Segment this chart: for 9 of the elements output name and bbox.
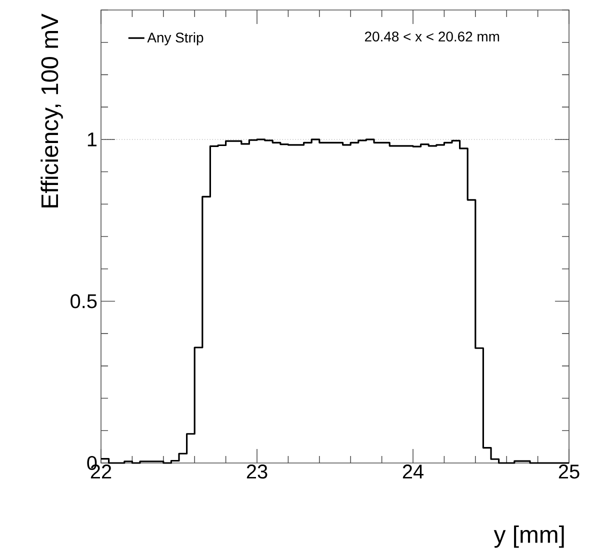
x-tick-label: 25 [558,464,580,479]
annotation: 20.48 < x < 20.62 mm [364,32,500,42]
legend-label: Any Strip [147,32,204,46]
x-tick-label: 23 [246,464,268,479]
x-tick-label: 24 [402,464,424,478]
y-axis-title: Efficiency, 100 mV [40,14,63,208]
y-tick-label: 0.5 [70,294,97,308]
y-tick-label: 1 [88,132,97,146]
x-axis-title: y [mm] [494,525,564,548]
